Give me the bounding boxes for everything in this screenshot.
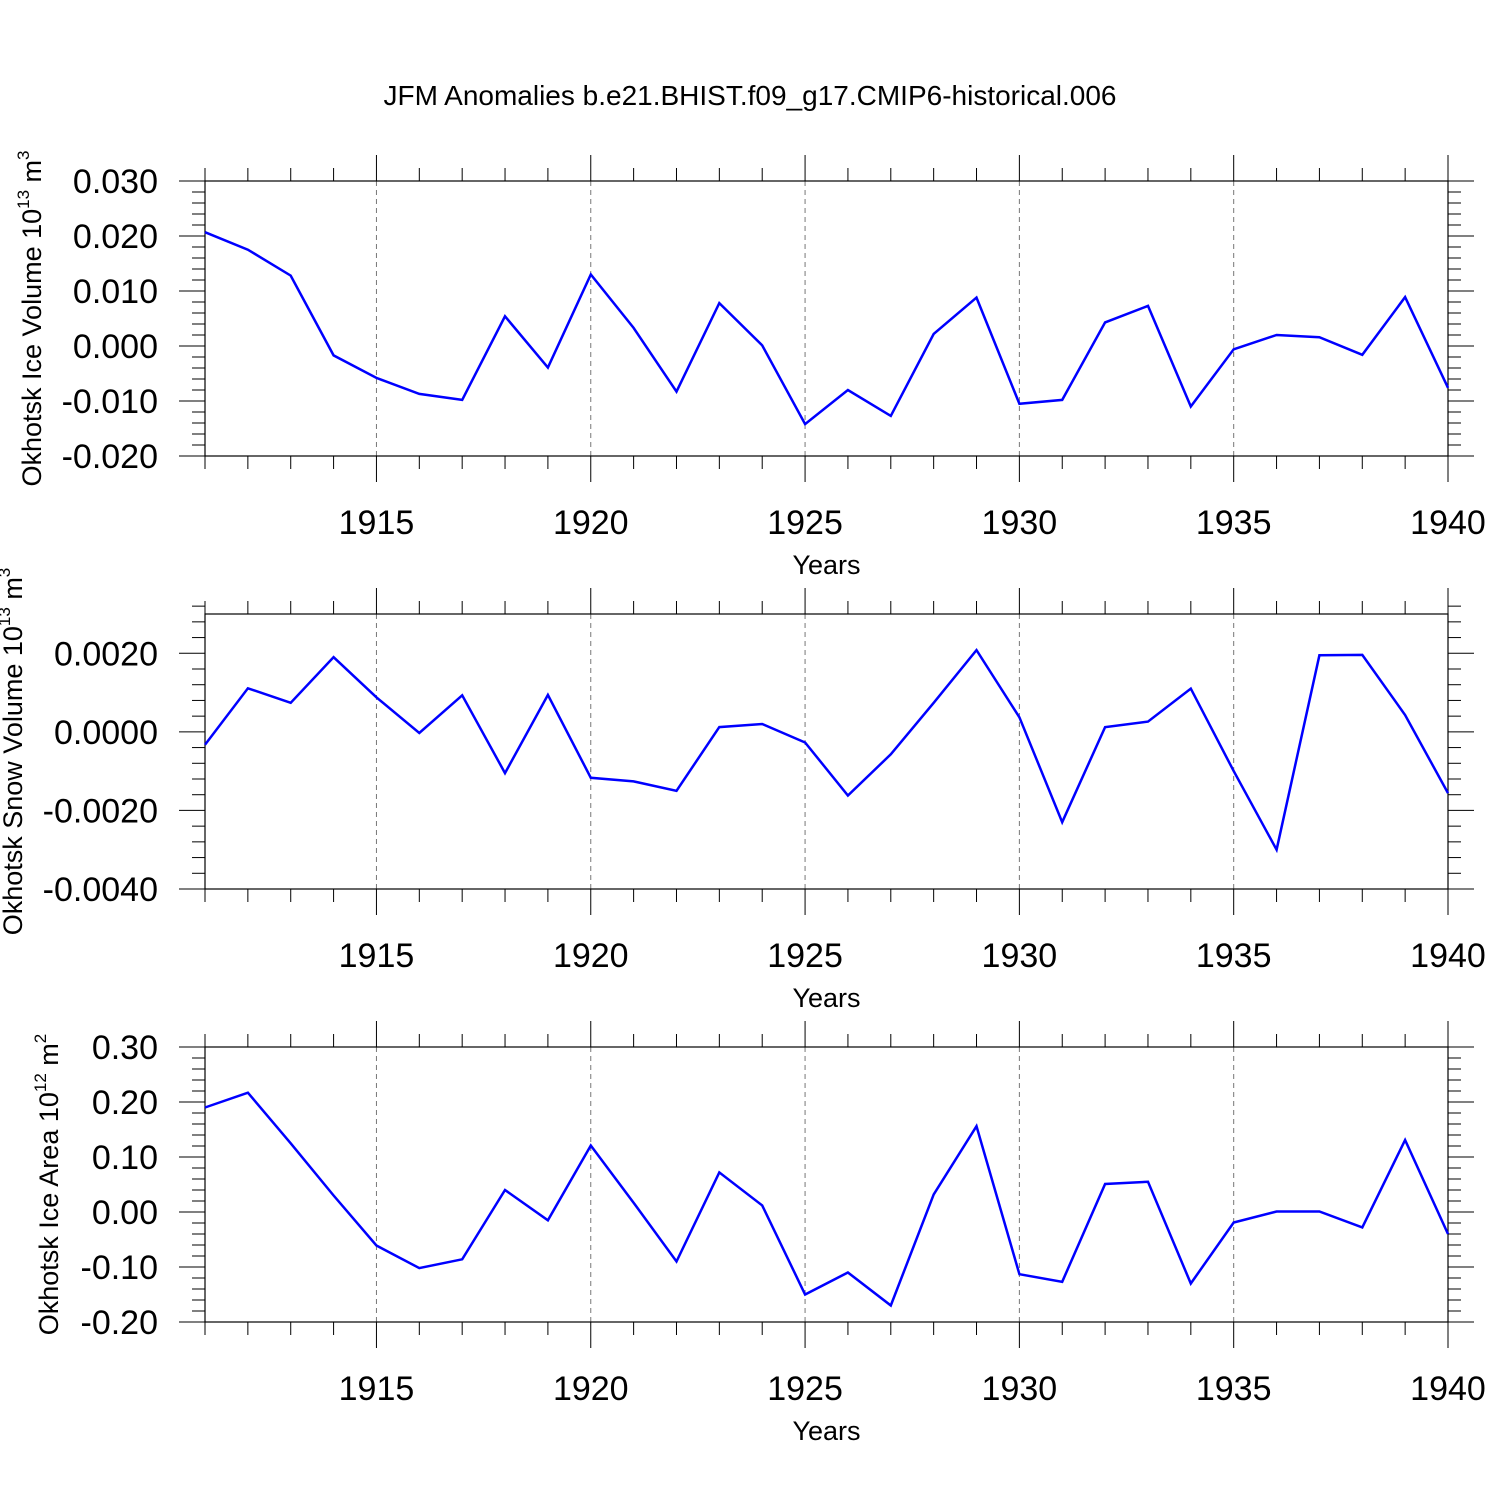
- x-tick-label: 1935: [1196, 937, 1272, 975]
- plot-frame: [204, 1046, 1449, 1323]
- y-tick-label: -0.010: [62, 383, 158, 421]
- y-tick-label: 0.10: [92, 1139, 158, 1177]
- y-axis-title: Okhotsk Ice Volume 1013 m3: [14, 150, 47, 486]
- y-tick-label: 0.000: [73, 328, 158, 366]
- plot-frame: [204, 180, 1449, 457]
- x-tick-label: 1930: [982, 504, 1058, 542]
- plot-frame: [204, 613, 1449, 890]
- x-tick-label: 1930: [982, 937, 1058, 975]
- panel-3: -0.20 -0.10 0.00 0.10 0.20 0.30 1915 1920 1925 19…: [31, 1021, 1486, 1446]
- x-tick-label: 1925: [767, 504, 843, 542]
- y-tick-label: -0.20: [81, 1304, 159, 1342]
- x-tick-label: 1920: [553, 1370, 629, 1408]
- x-axis-title: Years: [792, 983, 860, 1013]
- x-tick-label: 1915: [339, 937, 415, 975]
- y-tick-label: -0.10: [81, 1249, 159, 1287]
- x-axis-title: Years: [792, 1416, 860, 1446]
- panels-container: -0.020 -0.010 0.000 0.010 0.020 0.030 1915 1920…: [0, 150, 1486, 1446]
- panel-2: -0.0040 -0.0020 0.0000 0.0020 1915 1920 1925 19…: [0, 568, 1486, 1013]
- y-tick-label: 0.20: [92, 1084, 158, 1122]
- y-tick-label: 0.030: [73, 163, 158, 201]
- x-tick-label: 1940: [1410, 937, 1486, 975]
- series-line: [204, 231, 1450, 427]
- chart-title: JFM Anomalies b.e21.BHIST.f09_g17.CMIP6-…: [383, 80, 1116, 111]
- y-tick-label: 0.30: [92, 1029, 158, 1067]
- y-axis-title: Okhotsk Ice Area 1012 m2: [31, 1034, 64, 1336]
- x-axis-title: Years: [792, 550, 860, 580]
- y-axis-title: Okhotsk Snow Volume 1013 m3: [0, 568, 28, 936]
- y-tick-label: 0.0020: [54, 635, 158, 673]
- x-tick-label: 1915: [339, 504, 415, 542]
- x-tick-label: 1935: [1196, 1370, 1272, 1408]
- y-tick-label: 0.020: [73, 218, 158, 256]
- x-tick-label: 1940: [1410, 1370, 1486, 1408]
- x-tick-label: 1915: [339, 1370, 415, 1408]
- x-tick-label: 1930: [982, 1370, 1058, 1408]
- y-tick-label: -0.020: [62, 438, 158, 476]
- x-tick-label: 1935: [1196, 504, 1272, 542]
- x-tick-label: 1920: [553, 504, 629, 542]
- y-tick-label: -0.0020: [43, 792, 158, 830]
- y-tick-label: -0.0040: [43, 871, 158, 909]
- series-line: [204, 1091, 1450, 1308]
- panel-1: -0.020 -0.010 0.000 0.010 0.020 0.030 1915 1920…: [14, 150, 1486, 580]
- y-tick-label: 0.00: [92, 1194, 158, 1232]
- series-line: [204, 647, 1450, 854]
- x-tick-label: 1920: [553, 937, 629, 975]
- x-tick-label: 1925: [767, 1370, 843, 1408]
- x-tick-label: 1925: [767, 937, 843, 975]
- y-tick-label: 0.0000: [54, 714, 158, 752]
- x-tick-label: 1940: [1410, 504, 1486, 542]
- y-tick-label: 0.010: [73, 273, 158, 311]
